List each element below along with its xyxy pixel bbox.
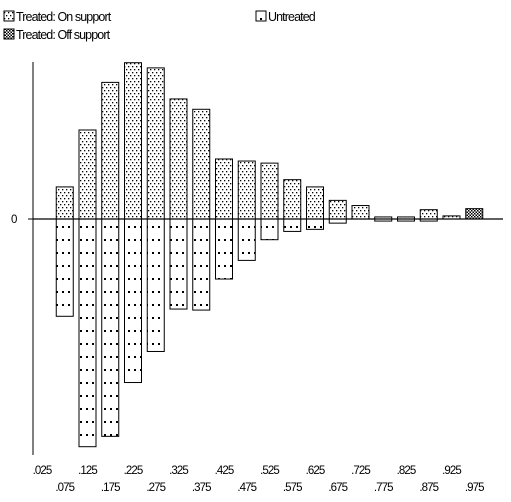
bar-up-s0-3 <box>101 81 120 220</box>
x-tick-label-9: .475 <box>237 482 256 494</box>
x-tick-label-7: .375 <box>192 482 211 494</box>
bars-down <box>55 218 438 448</box>
bar-up-s0-9 <box>237 160 256 220</box>
legend-swatch-off-support <box>3 28 15 40</box>
bar-down-s2-2 <box>78 218 97 448</box>
legend-item-off-support: Treated: Off support <box>3 28 111 42</box>
bar-up-s0-10 <box>260 162 279 220</box>
legend-swatch-untreated <box>255 10 267 22</box>
bar-up-s0-11 <box>283 179 302 220</box>
bar-up-s0-13 <box>328 199 347 220</box>
bar-up-s0-4 <box>124 62 142 220</box>
bar-up-s0-17 <box>419 209 438 220</box>
x-tick-label-3: .175 <box>101 482 120 494</box>
bar-up-s0-8 <box>215 158 233 220</box>
x-tick-label-12: .625 <box>306 465 325 477</box>
bar-up-s0-2 <box>78 129 97 220</box>
bar-down-s2-12 <box>306 218 324 230</box>
bar-down-s2-8 <box>215 218 233 280</box>
bar-down-s2-3 <box>101 218 120 437</box>
bar-up-s1-19 <box>465 208 484 220</box>
x-tick-label-18: .925 <box>442 465 461 477</box>
bar-down-s2-7 <box>192 218 211 311</box>
legend-swatch-on-support <box>3 10 15 22</box>
bar-down-s2-1 <box>55 218 74 317</box>
bar-up-s0-5 <box>146 67 165 220</box>
bar-down-s2-4 <box>124 218 142 384</box>
bar-down-s2-6 <box>169 218 188 310</box>
legend-label-off-support: Treated: Off support <box>16 28 111 42</box>
x-tick-label-2: .125 <box>78 465 97 477</box>
x-tick-label-14: .725 <box>351 465 370 477</box>
bar-up-s0-6 <box>169 98 188 220</box>
x-tick-label-13: .675 <box>328 482 347 494</box>
bar-down-s2-5 <box>146 218 165 352</box>
legend-label-untreated: Untreated <box>268 10 316 24</box>
bar-up-s0-7 <box>192 108 211 220</box>
x-tick-label-8: .425 <box>215 465 234 477</box>
bar-up-s0-1 <box>55 186 74 220</box>
x-tick-label-4: .225 <box>124 465 143 477</box>
x-tick-labels: .025.075 .125 .175 .225.275 .325 .375 .425.475… <box>33 465 485 494</box>
bar-up-s0-12 <box>306 186 324 220</box>
x-tick-label-16: .825 <box>397 465 416 477</box>
legend-label-on-support: Treated: On support <box>16 10 112 24</box>
bar-down-s2-10 <box>260 218 279 241</box>
legend-item-untreated: Untreated <box>255 10 317 24</box>
x-tick-label-6: .325 <box>169 465 188 477</box>
y-tick-label: 0 <box>11 214 17 226</box>
legend-item-on-support: Treated: On support <box>3 10 113 24</box>
bar-up-s0-14 <box>351 205 370 220</box>
x-tick-label-10: .525 <box>260 465 279 477</box>
x-tick-label-17: .875 <box>419 482 438 494</box>
bars-up <box>55 62 484 220</box>
legend: Treated: On support Treated: Off support… <box>3 10 317 42</box>
x-tick-label-11: .575 <box>283 482 302 494</box>
x-tick-label-19: .975 <box>465 482 484 494</box>
bar-down-s2-11 <box>283 218 302 232</box>
x-tick-label-0: .025 <box>33 465 52 477</box>
x-tick-label-5: .275 <box>146 482 165 494</box>
x-tick-label-15: .775 <box>374 482 393 494</box>
x-tick-label-1: .075 <box>55 482 74 494</box>
bar-down-s2-9 <box>237 218 256 261</box>
